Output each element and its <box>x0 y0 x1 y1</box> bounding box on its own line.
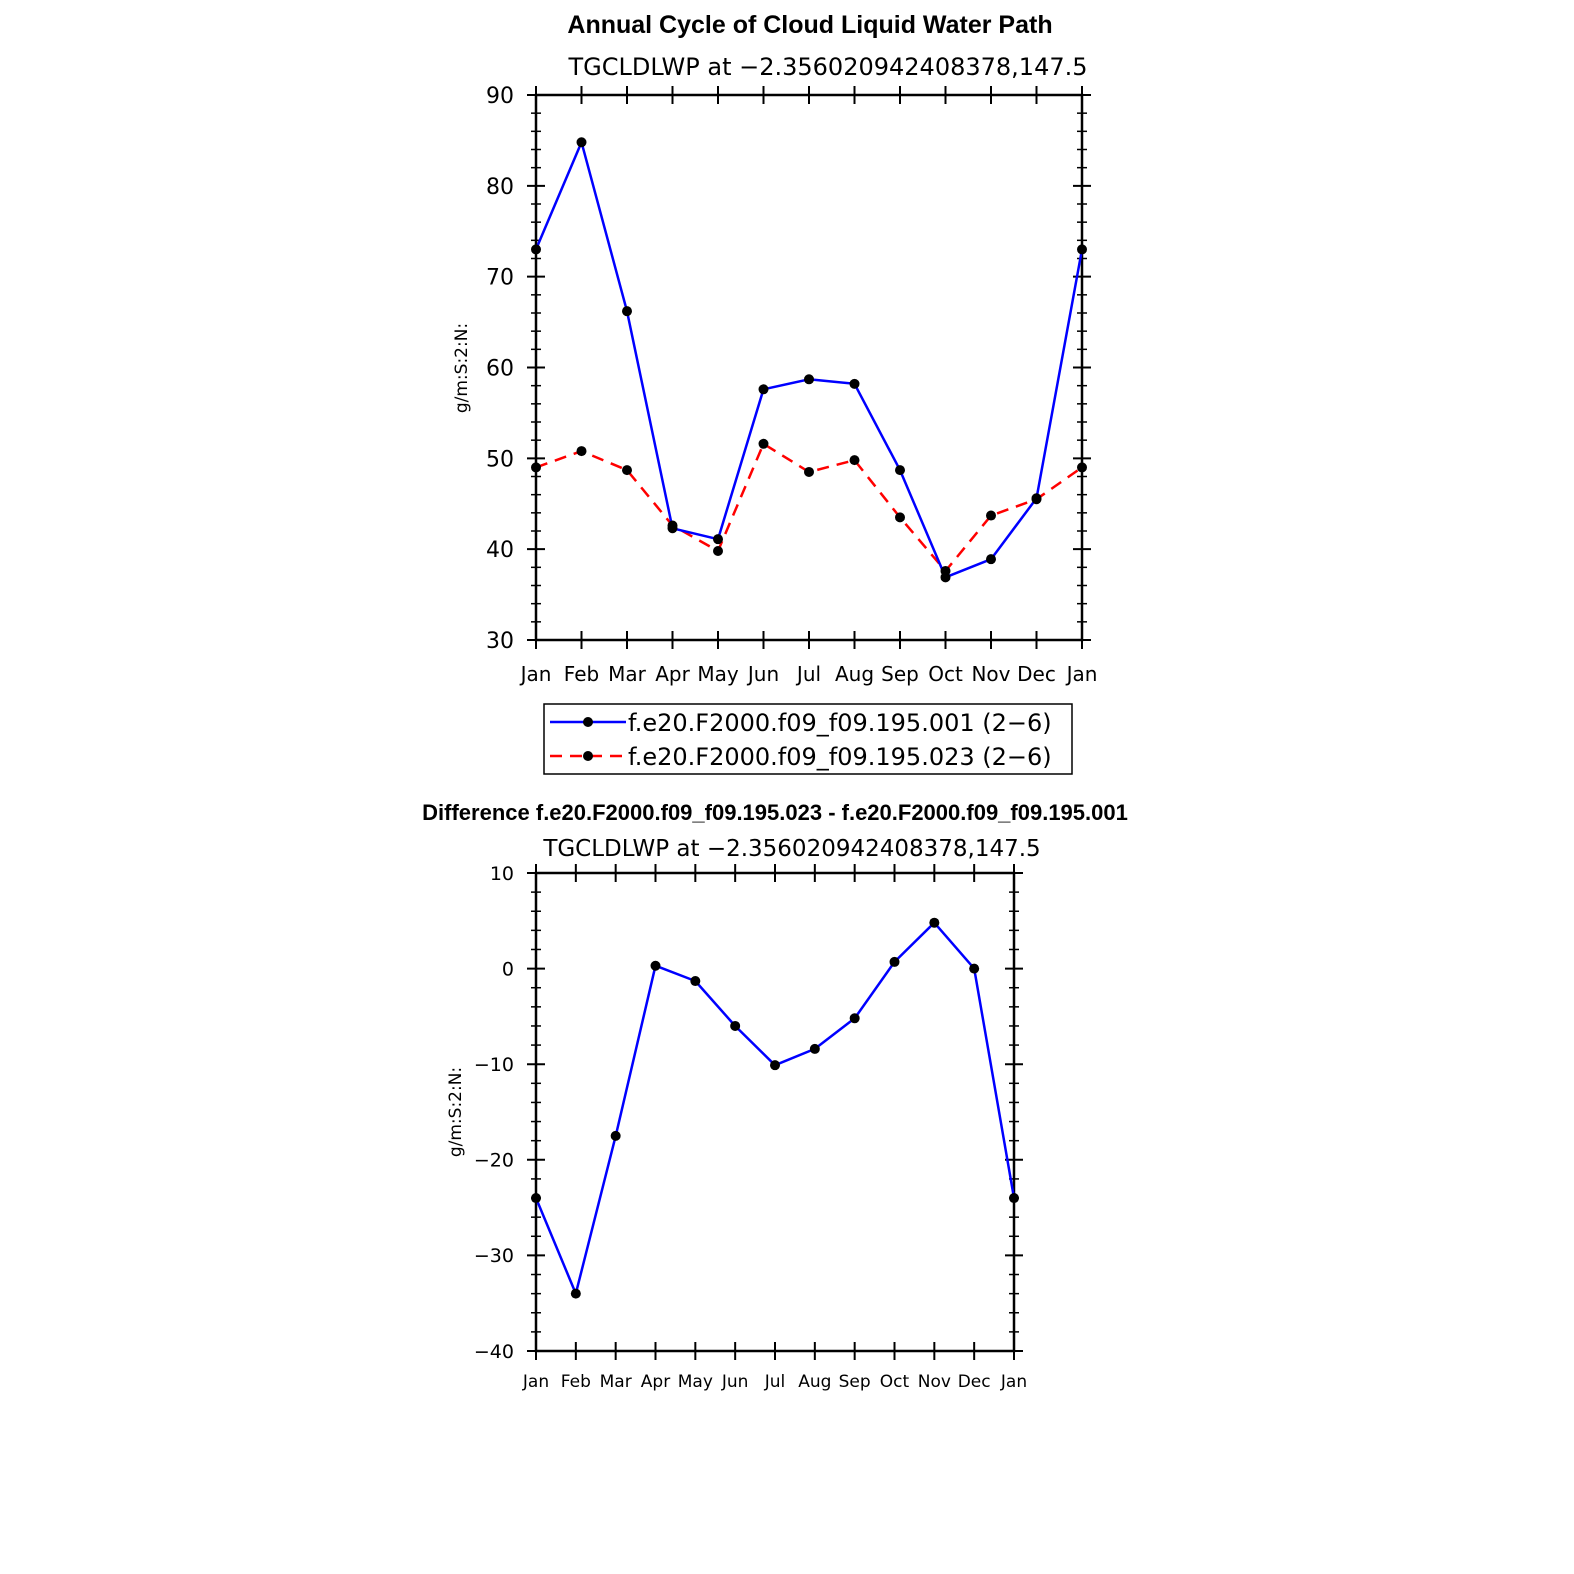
x-tick-label: Sep <box>881 662 919 686</box>
series-1-point <box>940 572 951 583</box>
y-tick-label: 40 <box>486 538 514 563</box>
y-tick-label: 50 <box>486 447 514 472</box>
x-tick-label: Jan <box>1065 662 1098 686</box>
x-tick-label: Jan <box>522 1372 549 1392</box>
series-1-point <box>809 1043 820 1054</box>
x-tick-label: Apr <box>641 1372 670 1392</box>
series-1-point <box>929 917 940 928</box>
series-1-point <box>622 306 632 317</box>
x-tick-label: Oct <box>880 1372 910 1392</box>
series-1-point <box>1009 1193 1019 1204</box>
series-2-point <box>531 462 541 473</box>
series-1-point <box>610 1130 621 1141</box>
series-1-point <box>895 465 905 476</box>
legend: f.e20.F2000.f09_f09.195.001 (2−6) f.e20.… <box>543 703 1073 775</box>
x-tick-label: Mar <box>600 1372 632 1392</box>
x-tick-label: Jul <box>764 1372 786 1392</box>
plot-area: 30 40 50 60 70 80 90 Jan Feb Mar Apr May Jun Jul Aug Se… <box>486 84 1097 686</box>
series-1-point <box>1031 493 1042 504</box>
x-tick-label: Aug <box>798 1372 831 1392</box>
y-tick-label: 90 <box>486 84 514 109</box>
series-2-point <box>895 512 905 523</box>
series-1-point <box>531 244 541 255</box>
y-axis-label: g/m:S:2:N: <box>452 323 472 413</box>
y-tick-label: −30 <box>474 1245 514 1267</box>
series-1-point <box>690 976 701 987</box>
series-1-point <box>531 1193 541 1204</box>
series-2-point <box>758 438 769 449</box>
series-2-point <box>713 545 723 556</box>
series-2-point <box>622 465 632 476</box>
chart-title: Annual Cycle of Cloud Liquid Water Path <box>567 11 1052 39</box>
x-tick-label: Mar <box>608 662 647 686</box>
y-tick-label: −10 <box>474 1054 514 1076</box>
x-tick-label: May <box>678 1372 713 1392</box>
series-2-point <box>849 455 860 466</box>
series-1-point <box>570 1288 581 1299</box>
y-tick-label: 10 <box>490 863 514 885</box>
series-line-1 <box>534 921 1016 1295</box>
chart-subtitle: TGCLDLWP at −2.356020942408378,147.5 <box>542 836 1040 862</box>
x-tick-label: Jun <box>721 1372 749 1392</box>
x-tick-label: Jan <box>519 662 552 686</box>
series-1-point <box>713 534 723 545</box>
x-tick-label: Apr <box>655 662 690 686</box>
x-tick-label: Jul <box>795 662 821 686</box>
plot-frame <box>534 93 1084 642</box>
chart-title: Difference f.e20.F2000.f09_f09.195.023 -… <box>422 800 1128 825</box>
series-1-point <box>986 554 996 565</box>
x-tick-label: Sep <box>839 1372 871 1392</box>
x-tick-label: Feb <box>564 662 599 686</box>
x-tick-label: Jan <box>1000 1372 1027 1392</box>
legend-entry-1: f.e20.F2000.f09_f09.195.001 (2−6) <box>550 709 1052 737</box>
legend-entry-2: f.e20.F2000.f09_f09.195.023 (2−6) <box>550 743 1052 771</box>
x-tick-label: Feb <box>561 1372 591 1392</box>
x-tick-label: Nov <box>918 1372 951 1392</box>
legend-box <box>543 703 1073 775</box>
x-tick-label: Jun <box>746 662 779 686</box>
series-2-point <box>1077 462 1087 473</box>
x-tick-label: Nov <box>971 662 1010 686</box>
y-tick-label: 30 <box>486 629 514 654</box>
series-1-point <box>730 1020 741 1031</box>
series-1-point <box>1077 244 1087 255</box>
x-tick-label: Oct <box>928 662 963 686</box>
y-tick-label: 70 <box>486 266 514 291</box>
x-tick-label: May <box>697 662 739 686</box>
series-1-point <box>969 963 980 974</box>
y-tick-label: −40 <box>474 1341 514 1363</box>
series-1-point <box>849 378 860 389</box>
x-tick-label: Dec <box>1017 662 1056 686</box>
series-1-point <box>650 960 661 971</box>
chart-subtitle: TGCLDLWP at −2.356020942408378,147.5 <box>568 53 1088 81</box>
series-2-point <box>804 466 814 477</box>
y-tick-label: 60 <box>486 356 514 381</box>
legend-label-1: f.e20.F2000.f09_f09.195.001 (2−6) <box>628 709 1052 737</box>
series-1-point <box>576 137 587 148</box>
x-tick-label: Dec <box>958 1372 991 1392</box>
plot-area: −40 −30 −20 −10 0 10 Jan Feb Mar Apr May Jun Jul Aug S… <box>474 863 1027 1392</box>
series-1-point <box>804 374 814 385</box>
series-1-point <box>849 1013 860 1024</box>
series-line-2 <box>535 442 1083 573</box>
legend-marker-1 <box>583 717 593 727</box>
y-tick-label: 0 <box>502 958 514 980</box>
y-tick-label: 80 <box>486 175 514 200</box>
series-1-point <box>758 384 769 395</box>
series-2-point <box>576 446 587 457</box>
series-2-point <box>986 510 996 521</box>
y-tick-label: −20 <box>474 1150 514 1172</box>
legend-label-2: f.e20.F2000.f09_f09.195.023 (2−6) <box>628 743 1052 771</box>
series-1-point <box>667 523 678 534</box>
y-axis-label: g/m:S:2:N: <box>446 1067 466 1157</box>
x-tick-label: Aug <box>835 662 874 686</box>
difference-chart: Difference f.e20.F2000.f09_f09.195.023 -… <box>422 800 1128 1392</box>
series-1-point <box>770 1060 780 1071</box>
plot-frame <box>534 871 1016 1353</box>
legend-marker-2 <box>583 751 593 761</box>
annual-cycle-chart: Annual Cycle of Cloud Liquid Water Path … <box>452 11 1097 775</box>
series-1-point <box>889 956 900 967</box>
